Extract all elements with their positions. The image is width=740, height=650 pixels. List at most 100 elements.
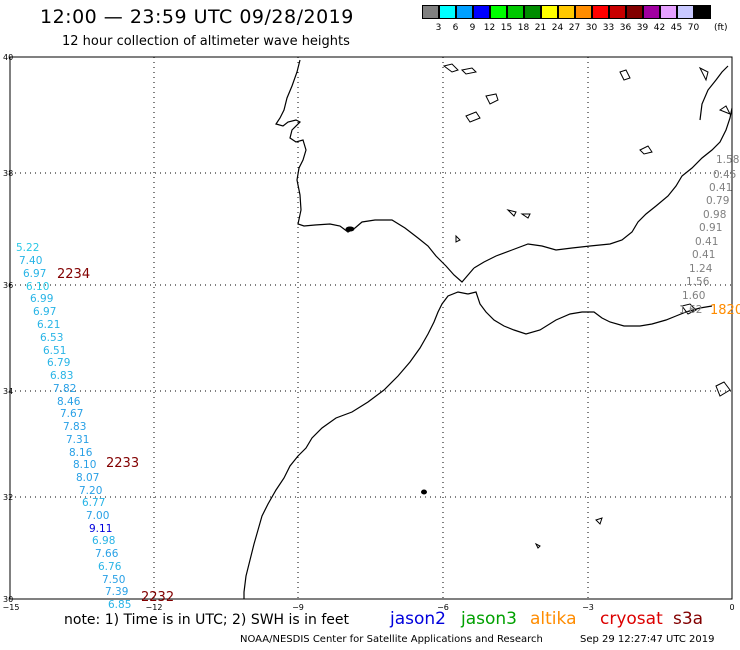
legend-swatch-label: 12	[483, 23, 496, 33]
swh-value: 0.41	[709, 182, 732, 194]
eastern-track: 1.58 0.45 0.41 0.79 0.98 0.91 0.41 0.41 …	[679, 154, 740, 318]
swh-value: 7.40	[19, 255, 42, 267]
legend-swatch	[473, 5, 490, 19]
legend-swatch	[626, 5, 643, 19]
legend-swatch	[609, 5, 626, 19]
swh-value: 7.39	[105, 586, 128, 598]
legend-swatch-label: 6	[452, 23, 459, 33]
longitude-labels: −15 −12 −9 −6 −3 0	[3, 603, 735, 612]
legend-swatch-label: 33	[602, 23, 615, 33]
legend-swatch-label: 3	[435, 23, 442, 33]
swh-value: 0.45	[713, 169, 736, 181]
swh-value: 7.83	[63, 421, 86, 433]
coastline	[243, 59, 733, 599]
swh-value: 0.98	[703, 209, 726, 221]
legend-swatch-label: 36	[619, 23, 632, 33]
swh-value: 6.97	[33, 306, 56, 318]
swh-value: 0.41	[695, 236, 718, 248]
western-track: 5.22 7.40 6.97 6.10 6.99 6.97 6.21 6.53 …	[16, 242, 174, 611]
swh-value: 9.11	[89, 523, 112, 535]
legend-swatch	[575, 5, 592, 19]
legend-swatch	[439, 5, 456, 19]
swh-value: 8.46	[57, 396, 81, 408]
swh-value: 6.76	[98, 561, 122, 573]
swh-value: 7.66	[95, 548, 119, 560]
lat-label: 36	[3, 281, 13, 290]
legend-swatch-label: 21	[534, 23, 547, 33]
legend-swatch-label: 15	[500, 23, 513, 33]
legend-swatch-label: 42	[653, 23, 666, 33]
swh-value: 7.50	[102, 574, 125, 586]
swh-value: 6.85	[108, 599, 131, 611]
swh-value: 7.82	[53, 383, 76, 395]
map-frame	[9, 56, 733, 600]
map-subtitle: 12 hour collection of altimeter wave hei…	[62, 34, 350, 49]
legend-swatch-label: 45	[670, 23, 683, 33]
swh-value: 1.60	[682, 290, 705, 302]
lat-label: 32	[3, 493, 13, 502]
swh-value: 8.10	[73, 459, 96, 471]
legend-swatch	[694, 5, 711, 19]
swh-value: 5.22	[16, 242, 39, 254]
footer-note: note: 1) Time is in UTC; 2) SWH is in fe…	[64, 612, 350, 628]
islands	[345, 63, 732, 549]
swh-value: 8.07	[76, 472, 99, 484]
swh-value: 1.24	[689, 263, 713, 275]
swh-value: 6.21	[37, 319, 60, 331]
lon-label: 0	[729, 603, 734, 612]
swh-value: 7.31	[66, 434, 89, 446]
legend-swatch-label: 18	[517, 23, 530, 33]
legend-swatch-label: 27	[568, 23, 581, 33]
satellite-cryosat: cryosat	[600, 609, 663, 629]
swh-value: 8.16	[69, 447, 93, 459]
swh-value: 6.77	[82, 497, 105, 509]
credit-line: NOAA/NESDIS Center for Satellite Applica…	[240, 634, 543, 645]
swh-value: 0.79	[706, 195, 729, 207]
lat-label: 30	[3, 595, 13, 604]
swh-value: 6.99	[30, 293, 53, 305]
satellite-altika: altika	[530, 609, 577, 629]
satellite-jason3: jason3	[461, 609, 517, 629]
satellite-s3a: s3a	[673, 609, 704, 629]
satellite-jason2: jason2	[390, 609, 446, 629]
lat-label: 34	[3, 387, 13, 396]
lon-label: −15	[3, 603, 20, 612]
legend-swatch	[660, 5, 677, 19]
graticule	[10, 57, 732, 599]
swh-value: 6.97	[23, 268, 46, 280]
legend-swatch	[592, 5, 609, 19]
map-title: 12:00 — 23:59 UTC 09/28/2019	[40, 6, 354, 28]
swh-value: 6.10	[26, 281, 49, 293]
lon-label: −9	[292, 603, 304, 612]
time-label: 2234	[57, 267, 90, 282]
swh-value: 6.79	[47, 357, 70, 369]
legend-swatch-label: 70	[687, 23, 700, 33]
swh-value: 7.00	[86, 510, 109, 522]
legend-swatch	[422, 5, 439, 19]
latitude-labels: 40 38 36 34 32 30	[3, 53, 13, 604]
swh-value: 7.67	[60, 408, 83, 420]
legend-swatch	[524, 5, 541, 19]
legend-swatch-label: 39	[636, 23, 649, 33]
legend-swatch	[643, 5, 660, 19]
legend-swatch	[558, 5, 575, 19]
legend-unit: (ft)	[714, 23, 728, 33]
time-label: 1820	[710, 303, 740, 318]
swh-value: 6.83	[50, 370, 73, 382]
swh-value: 1.62	[679, 304, 702, 316]
legend-swatch	[456, 5, 473, 19]
swh-value: 1.56	[686, 276, 710, 288]
legend-swatch-label: 30	[585, 23, 598, 33]
swh-value: 1.58	[716, 154, 739, 166]
legend-swatch-label: 24	[551, 23, 564, 33]
legend-swatch	[507, 5, 524, 19]
swh-value: 0.91	[699, 222, 722, 234]
lon-label: −12	[146, 603, 163, 612]
swh-value: 0.41	[692, 249, 715, 261]
swh-value: 6.53	[40, 332, 63, 344]
lat-label: 38	[3, 169, 13, 178]
legend-swatch	[677, 5, 694, 19]
time-label: 2232	[141, 590, 174, 605]
swh-value: 6.98	[92, 535, 115, 547]
